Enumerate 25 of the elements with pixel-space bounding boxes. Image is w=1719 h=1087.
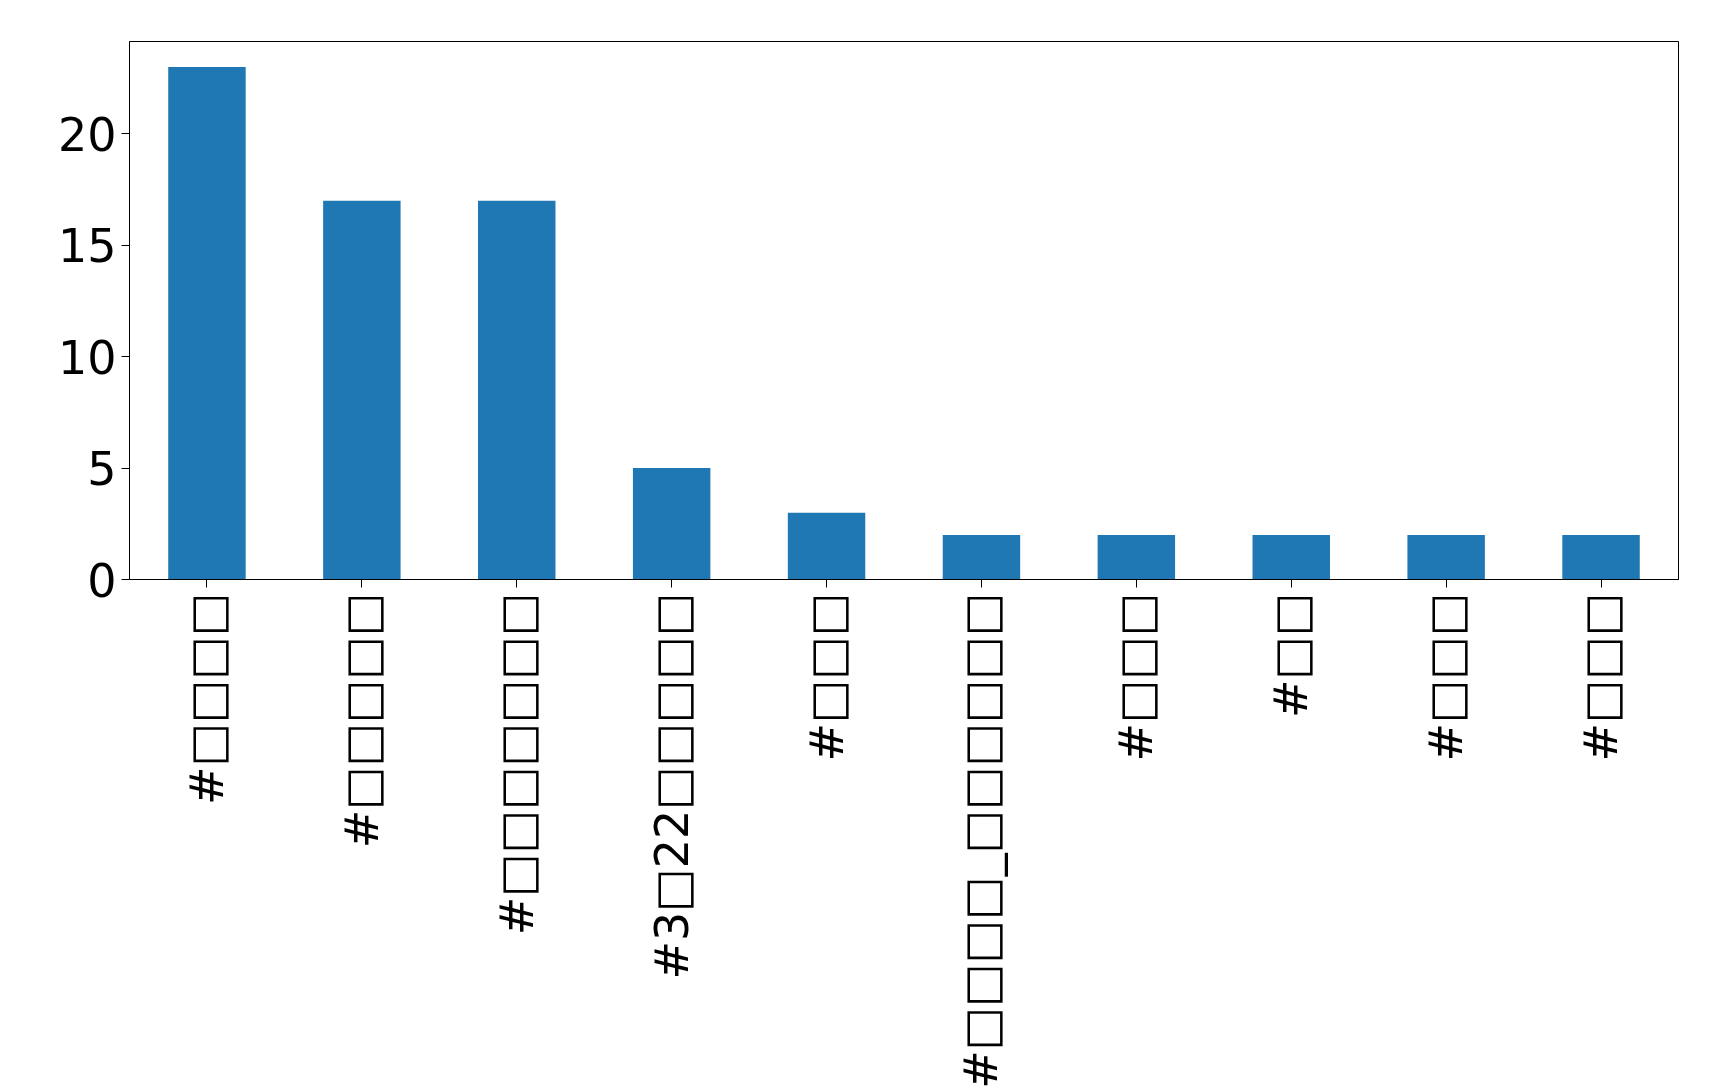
bar <box>1562 534 1640 580</box>
bar <box>323 200 401 580</box>
x-tick-label: #□□□ <box>1109 592 1164 762</box>
x-tick-label: #□□□ <box>799 592 854 762</box>
y-tick-label: 5 <box>87 442 117 497</box>
bar <box>1097 534 1176 580</box>
x-tick-label: #□□□□□□□ <box>489 592 544 936</box>
bar <box>1407 534 1485 580</box>
x-tick-label: #□□□□ <box>179 592 234 805</box>
bar <box>478 200 556 580</box>
bar <box>168 67 246 580</box>
y-tick-label: 20 <box>57 107 117 162</box>
y-tick-label: 10 <box>57 330 117 385</box>
bar <box>942 534 1021 580</box>
x-tick-label: #□□□□□ <box>334 592 389 849</box>
x-tick-label: #3□22□□□□□ <box>644 592 699 980</box>
x-tick-label: #□□□ <box>1574 592 1629 762</box>
x-tick-label: #□□□ <box>1419 592 1474 762</box>
bar <box>632 468 711 580</box>
y-tick-label: 0 <box>87 553 117 608</box>
y-tick-label: 15 <box>57 219 117 274</box>
x-tick-label: #□□ <box>1264 592 1319 718</box>
x-tick-label: #□□□□_□□□□□□ <box>954 592 1009 1087</box>
bar <box>1252 534 1330 580</box>
bar <box>787 512 866 580</box>
